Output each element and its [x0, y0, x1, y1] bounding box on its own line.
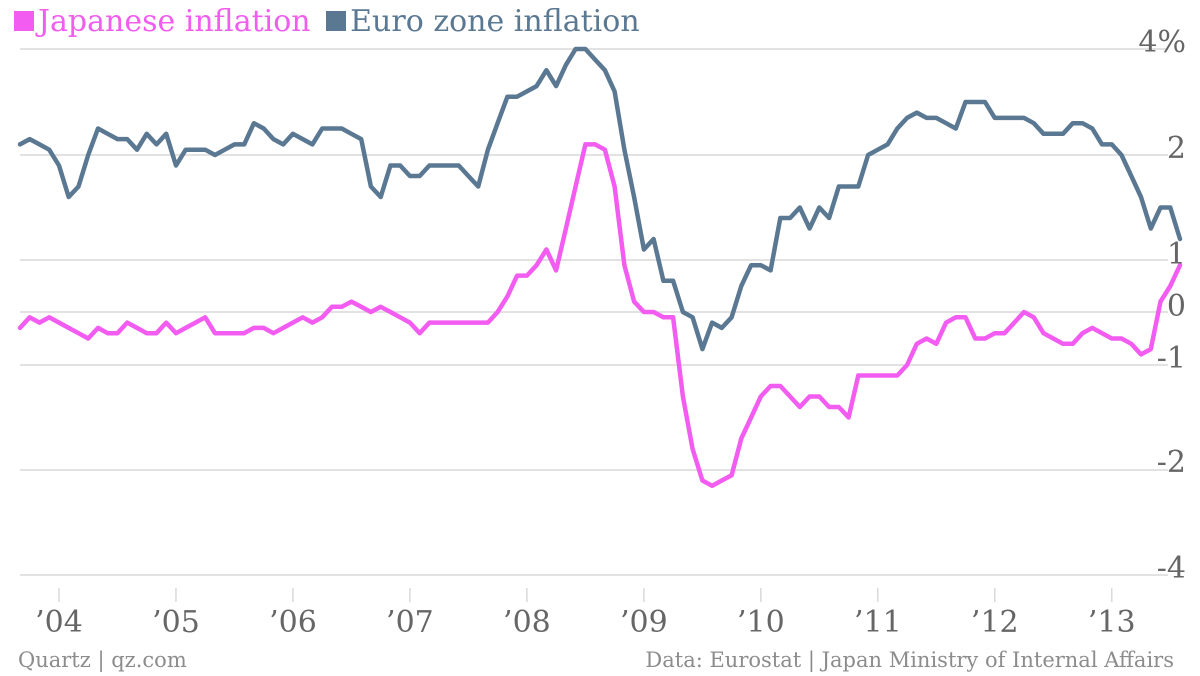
legend-swatch-euro [326, 11, 347, 31]
x-tick-label: ’10 [737, 605, 785, 640]
source-credit: Quartz | qz.com [18, 648, 187, 672]
legend-item-euro: Euro zone inflation [326, 4, 640, 39]
y-tick-label: 0 [1167, 289, 1186, 324]
x-tick-label: ’04 [35, 605, 83, 640]
x-axis [58, 588, 1113, 602]
x-tick-label: ’12 [971, 605, 1019, 640]
x-tick-label: ’05 [152, 605, 200, 640]
series-line-japan [17, 142, 1183, 489]
legend-swatch-japan [14, 11, 34, 31]
series-line-euro [17, 46, 1183, 352]
x-tick-label: ’08 [503, 605, 551, 640]
x-tick-label: ’11 [854, 605, 902, 640]
x-tick-label: ’06 [269, 605, 317, 640]
y-tick-label: -2 [1157, 445, 1186, 480]
chart-legend: Japanese inflation Euro zone inflation [14, 4, 646, 39]
gridlines [20, 48, 1168, 576]
x-axis-labels: ’04 ’05 ’06 ’07 ’08 ’09 ’10 ’11 ’12 ’13 [35, 605, 1135, 640]
x-tick-label: ’13 [1088, 605, 1136, 640]
legend-label-japan: Japanese inflation [38, 4, 311, 39]
y-tick-label: 2 [1167, 131, 1186, 166]
series-lines [17, 46, 1183, 489]
legend-label-euro: Euro zone inflation [350, 4, 640, 39]
y-axis-labels: 4% 2 1 0 -1 -2 -4 [1138, 25, 1186, 586]
y-tick-label: -4 [1157, 551, 1186, 586]
x-tick-label: ’09 [620, 605, 668, 640]
legend-item-japan: Japanese inflation [14, 4, 311, 39]
y-tick-label: 4% [1138, 25, 1186, 60]
y-tick-label: -1 [1157, 341, 1186, 376]
data-source: Data: Eurostat | Japan Ministry of Inter… [645, 648, 1174, 672]
y-tick-label: 1 [1167, 237, 1186, 272]
x-tick-label: ’07 [386, 605, 434, 640]
